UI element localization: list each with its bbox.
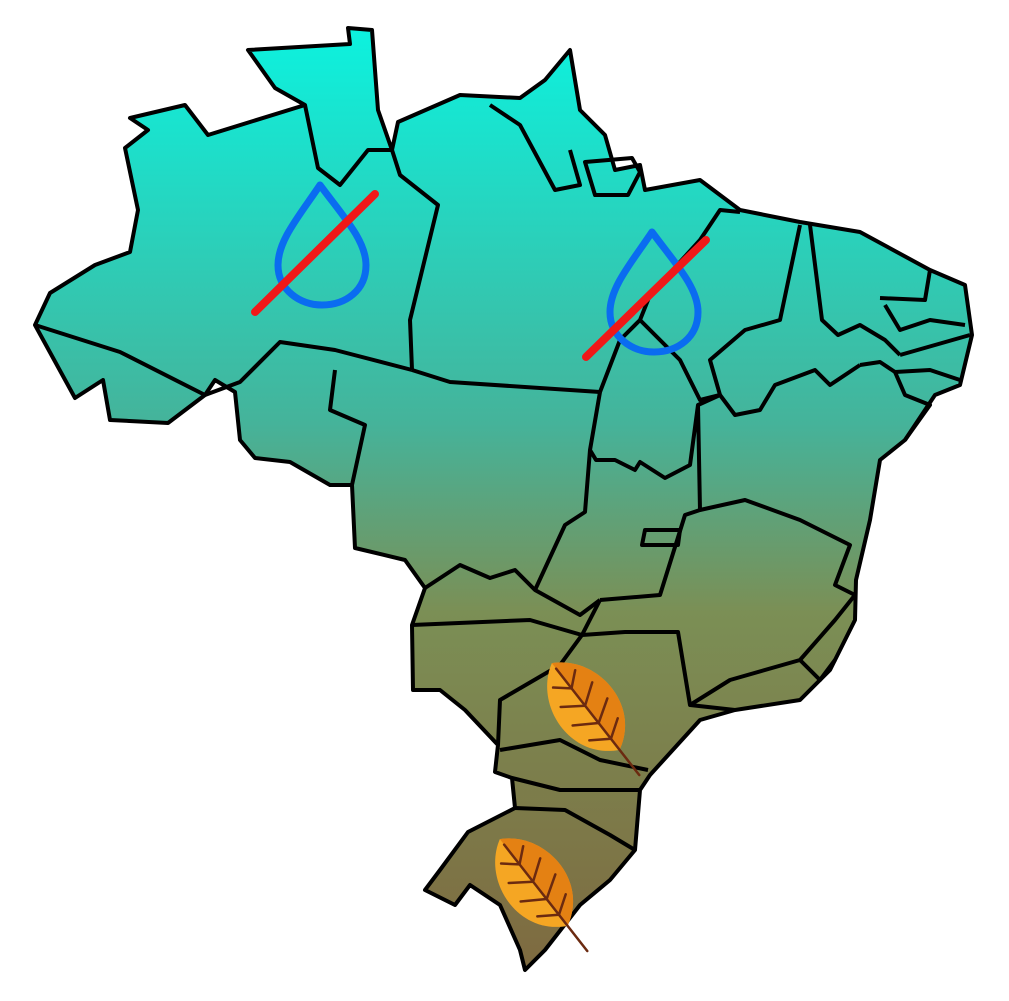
state-borders (34, 103, 971, 852)
no-water-icon (582, 228, 710, 361)
autumn-leaf-icon (495, 838, 589, 953)
autumn-leaf-icon (547, 662, 641, 777)
no-water-icon (251, 181, 379, 316)
country-outline (33, 26, 974, 972)
